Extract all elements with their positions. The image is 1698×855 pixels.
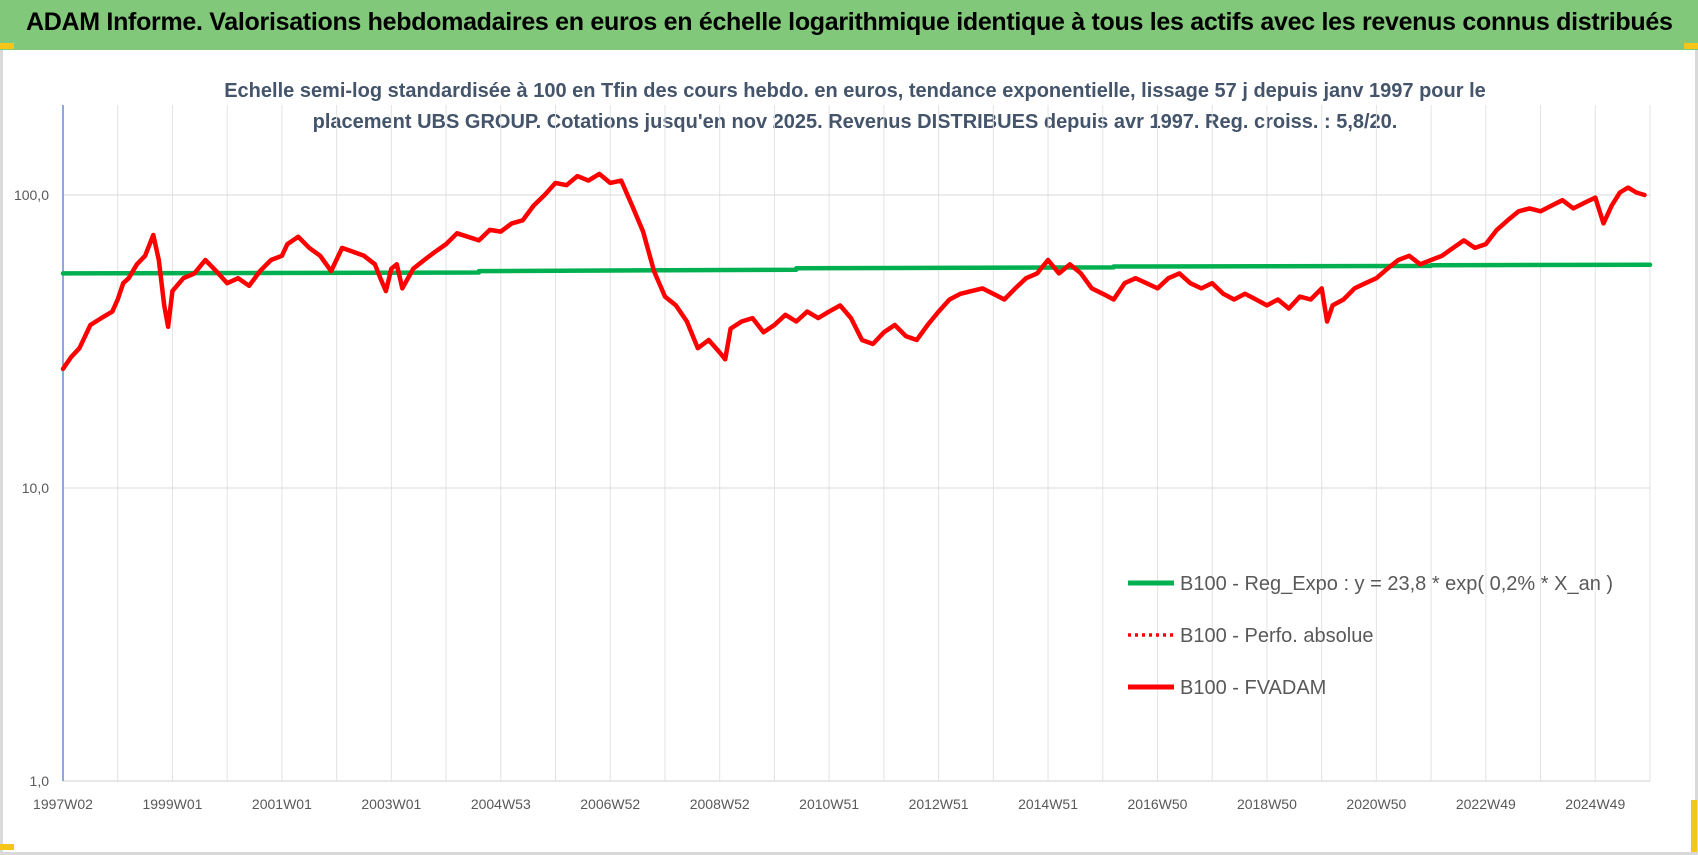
legend-label: B100 - FVADAM bbox=[1180, 677, 1326, 699]
legend-label: B100 - Reg_Expo : y = 23,8 * exp( 0,2% *… bbox=[1180, 573, 1613, 595]
x-tick-label: 2014W51 bbox=[1018, 796, 1078, 812]
x-tick-label: 2003W01 bbox=[361, 796, 421, 812]
chart-subtitle: Echelle semi-log standardisée à 100 en T… bbox=[190, 76, 1520, 138]
corner-marker-top-left bbox=[0, 43, 14, 49]
legend-item-regression: B100 - Reg_Expo : y = 23,8 * exp( 0,2% *… bbox=[1128, 573, 1613, 595]
x-tick-label: 2006W52 bbox=[580, 796, 640, 812]
legend-label: B100 - Perfo. absolue bbox=[1180, 625, 1373, 647]
x-tick-label: 2024W49 bbox=[1565, 796, 1625, 812]
legend-item-perfo-absolue: B100 - Perfo. absolue bbox=[1128, 625, 1373, 647]
chart-frame bbox=[0, 50, 1698, 855]
chart-subtitle-line-2: placement UBS GROUP. Cotations jusqu'en … bbox=[312, 111, 1398, 133]
y-tick-label: 1,0 bbox=[30, 773, 50, 789]
fvadam-series-line bbox=[60, 171, 1647, 372]
corner-marker-top-right bbox=[1684, 43, 1698, 49]
x-tick-label: 2016W50 bbox=[1128, 796, 1188, 812]
x-tick-label: 2022W49 bbox=[1456, 796, 1516, 812]
corner-marker-bottom-right bbox=[1691, 800, 1697, 852]
x-tick-label: 2018W50 bbox=[1237, 796, 1297, 812]
x-tick-label: 2020W50 bbox=[1346, 796, 1406, 812]
x-tick-label: 2012W51 bbox=[909, 796, 969, 812]
corner-marker-bottom-left bbox=[0, 844, 14, 850]
x-tick-label: 2010W51 bbox=[799, 796, 859, 812]
x-tick-label: 2001W01 bbox=[252, 796, 312, 812]
legend-item-fvadam: B100 - FVADAM bbox=[1128, 677, 1326, 699]
chart-subtitle-line-1: Echelle semi-log standardisée à 100 en T… bbox=[224, 80, 1486, 102]
y-tick-label: 100,0 bbox=[14, 187, 49, 203]
x-tick-label: 2004W53 bbox=[471, 796, 531, 812]
regression-series-line bbox=[60, 262, 1653, 276]
report-banner-title: ADAM Informe. Valorisations hebdomadaire… bbox=[0, 0, 1698, 50]
x-tick-label: 1997W02 bbox=[33, 796, 93, 812]
y-tick-label: 10,0 bbox=[22, 480, 49, 496]
x-tick-label: 1999W01 bbox=[142, 796, 202, 812]
x-tick-label: 2008W52 bbox=[690, 796, 750, 812]
